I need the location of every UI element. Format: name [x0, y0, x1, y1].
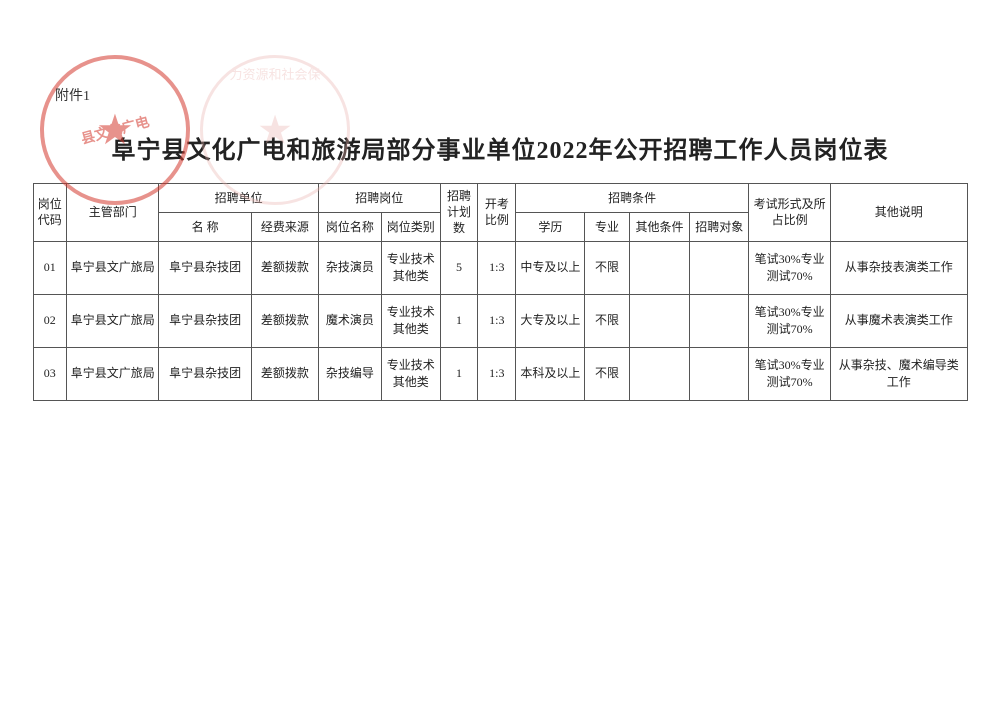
table-row: 01阜宁县文广旅局阜宁县杂技团差额拨款杂技演员专业技术其他类51:3中专及以上不…: [33, 241, 967, 294]
cell-code: 02: [33, 294, 67, 347]
th-unit-group: 招聘单位: [159, 184, 319, 213]
cell-dept: 阜宁县文广旅局: [67, 241, 159, 294]
cell-target: [690, 347, 749, 400]
th-pos-name: 岗位名称: [318, 212, 381, 241]
page-title: 阜宁县文化广电和旅游局部分事业单位2022年公开招聘工作人员岗位表: [30, 130, 970, 165]
cell-major: 不限: [585, 294, 629, 347]
th-plan: 招聘计划数: [440, 184, 478, 242]
cell-pos-type: 专业技术其他类: [381, 241, 440, 294]
th-unit-name: 名 称: [159, 212, 251, 241]
cell-plan: 1: [440, 347, 478, 400]
cell-dept: 阜宁县文广旅局: [67, 294, 159, 347]
th-ratio: 开考比例: [478, 184, 516, 242]
th-edu: 学历: [516, 212, 585, 241]
th-major: 专业: [585, 212, 629, 241]
th-fund: 经费来源: [251, 212, 318, 241]
cell-pos-type: 专业技术其他类: [381, 294, 440, 347]
cell-plan: 1: [440, 294, 478, 347]
cell-exam: 笔试30%专业测试70%: [749, 241, 831, 294]
table-header: 岗位代码 主管部门 招聘单位 招聘岗位 招聘计划数 开考比例 招聘条件 考试形式…: [33, 184, 967, 242]
cell-remark: 从事魔术表演类工作: [831, 294, 968, 347]
cell-unit: 阜宁县杂技团: [159, 241, 251, 294]
cell-code: 03: [33, 347, 67, 400]
cell-dept: 阜宁县文广旅局: [67, 347, 159, 400]
cell-pos-name: 杂技演员: [318, 241, 381, 294]
th-dept: 主管部门: [67, 184, 159, 242]
cell-fund: 差额拨款: [251, 294, 318, 347]
cell-fund: 差额拨款: [251, 347, 318, 400]
cell-target: [690, 294, 749, 347]
cell-edu: 大专及以上: [516, 294, 585, 347]
cell-plan: 5: [440, 241, 478, 294]
th-target: 招聘对象: [690, 212, 749, 241]
th-pos-group: 招聘岗位: [318, 184, 440, 213]
th-cond-group: 招聘条件: [516, 184, 749, 213]
cell-target: [690, 241, 749, 294]
cell-other: [629, 347, 690, 400]
cell-remark: 从事杂技表演类工作: [831, 241, 968, 294]
th-remark: 其他说明: [831, 184, 968, 242]
cell-ratio: 1:3: [478, 294, 516, 347]
attachment-label: 附件1: [55, 85, 90, 105]
cell-ratio: 1:3: [478, 241, 516, 294]
th-pos-type: 岗位类别: [381, 212, 440, 241]
cell-edu: 本科及以上: [516, 347, 585, 400]
table-row: 02阜宁县文广旅局阜宁县杂技团差额拨款魔术演员专业技术其他类11:3大专及以上不…: [33, 294, 967, 347]
cell-pos-name: 杂技编导: [318, 347, 381, 400]
cell-ratio: 1:3: [478, 347, 516, 400]
positions-table: 岗位代码 主管部门 招聘单位 招聘岗位 招聘计划数 开考比例 招聘条件 考试形式…: [33, 183, 968, 401]
cell-exam: 笔试30%专业测试70%: [749, 294, 831, 347]
cell-unit: 阜宁县杂技团: [159, 294, 251, 347]
table-body: 01阜宁县文广旅局阜宁县杂技团差额拨款杂技演员专业技术其他类51:3中专及以上不…: [33, 241, 967, 400]
cell-remark: 从事杂技、魔术编导类工作: [831, 347, 968, 400]
cell-fund: 差额拨款: [251, 241, 318, 294]
cell-major: 不限: [585, 347, 629, 400]
cell-edu: 中专及以上: [516, 241, 585, 294]
table-row: 03阜宁县文广旅局阜宁县杂技团差额拨款杂技编导专业技术其他类11:3本科及以上不…: [33, 347, 967, 400]
th-other: 其他条件: [629, 212, 690, 241]
th-exam: 考试形式及所占比例: [749, 184, 831, 242]
cell-exam: 笔试30%专业测试70%: [749, 347, 831, 400]
cell-unit: 阜宁县杂技团: [159, 347, 251, 400]
th-code: 岗位代码: [33, 184, 67, 242]
cell-pos-type: 专业技术其他类: [381, 347, 440, 400]
cell-code: 01: [33, 241, 67, 294]
cell-other: [629, 294, 690, 347]
cell-other: [629, 241, 690, 294]
cell-major: 不限: [585, 241, 629, 294]
cell-pos-name: 魔术演员: [318, 294, 381, 347]
